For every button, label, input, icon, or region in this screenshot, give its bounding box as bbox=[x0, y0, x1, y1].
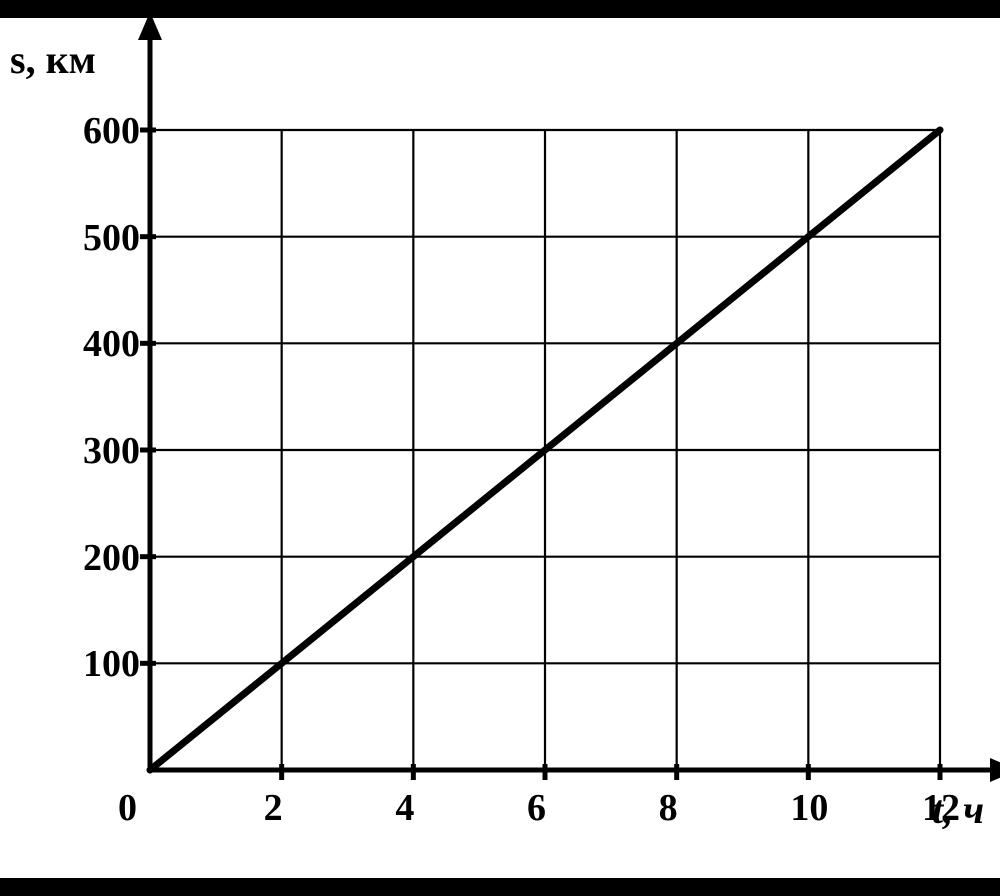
distance-time-chart bbox=[0, 0, 1000, 896]
x-tick-label: 2 bbox=[264, 786, 283, 830]
origin-label: 0 bbox=[118, 786, 137, 830]
y-tick-label: 100 bbox=[50, 642, 140, 686]
y-tick-label: 300 bbox=[50, 429, 140, 473]
x-tick-label: 12 bbox=[922, 786, 960, 830]
y-tick-label: 400 bbox=[50, 322, 140, 366]
x-tick-label: 8 bbox=[659, 786, 678, 830]
y-tick-label: 200 bbox=[50, 536, 140, 580]
x-tick-label: 10 bbox=[790, 786, 828, 830]
chart-frame: s, км t, ч 0 24681012 100200300400500600 bbox=[0, 0, 1000, 896]
x-tick-label: 6 bbox=[527, 786, 546, 830]
y-tick-label: 500 bbox=[50, 216, 140, 260]
y-tick-label: 600 bbox=[50, 109, 140, 153]
y-axis-label: s, км bbox=[10, 36, 96, 83]
chart-svg bbox=[0, 0, 1000, 896]
x-tick-label: 4 bbox=[395, 786, 414, 830]
